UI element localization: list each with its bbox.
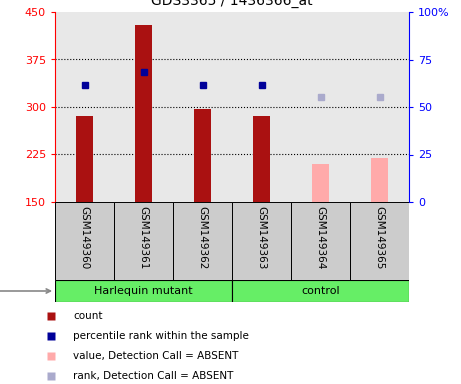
Bar	[291, 202, 350, 280]
Text: GSM149365: GSM149365	[374, 206, 384, 269]
Bar	[350, 202, 409, 280]
Bar	[55, 280, 232, 302]
Bar	[232, 280, 409, 302]
Bar	[76, 116, 93, 202]
Bar	[55, 202, 114, 280]
Text: GSM149363: GSM149363	[256, 206, 266, 269]
Bar	[371, 158, 388, 202]
Text: control: control	[301, 286, 340, 296]
Bar	[135, 25, 152, 202]
Text: GSM149360: GSM149360	[79, 206, 89, 269]
Bar	[232, 202, 291, 280]
Bar	[114, 202, 173, 280]
Text: genotype/variation: genotype/variation	[0, 286, 50, 296]
Text: count: count	[73, 311, 103, 321]
Text: percentile rank within the sample: percentile rank within the sample	[73, 331, 249, 341]
Bar	[312, 164, 329, 202]
Title: GDS3365 / 1436366_at: GDS3365 / 1436366_at	[151, 0, 313, 8]
Text: Harlequin mutant: Harlequin mutant	[94, 286, 193, 296]
Text: GSM149364: GSM149364	[315, 206, 325, 269]
Text: value, Detection Call = ABSENT: value, Detection Call = ABSENT	[73, 351, 239, 361]
Bar	[173, 202, 232, 280]
Bar	[194, 109, 211, 202]
Bar	[253, 116, 270, 202]
Text: rank, Detection Call = ABSENT: rank, Detection Call = ABSENT	[73, 371, 234, 381]
Text: GSM149361: GSM149361	[138, 206, 148, 269]
Text: GSM149362: GSM149362	[197, 206, 207, 269]
